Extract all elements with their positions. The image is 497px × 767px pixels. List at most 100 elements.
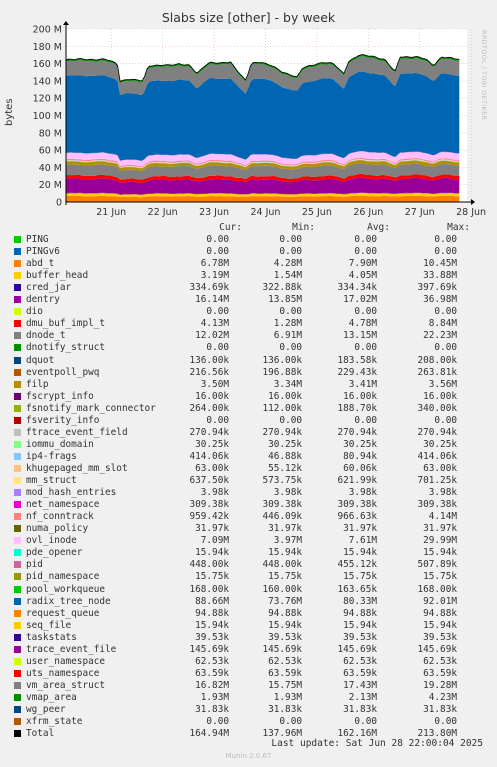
- y-tick-label: 180 M: [33, 42, 62, 53]
- area-abd_t: [66, 195, 460, 202]
- area-dnode_t: [66, 163, 460, 180]
- legend-swatch: [14, 477, 21, 484]
- legend-value-cur: 30.25k: [195, 438, 229, 450]
- legend-value-avg: 4.05M: [348, 270, 377, 282]
- legend-value-min: 160.00k: [262, 583, 302, 595]
- legend-value-cur: 4.13M: [200, 318, 229, 330]
- legend-value-min: 15.94k: [268, 547, 302, 559]
- legend-value-max: 213.80M: [417, 728, 457, 739]
- legend-value-cur: 0.00: [206, 234, 229, 245]
- legend-value-max: 507.89k: [417, 559, 457, 571]
- legend-value-avg: 16.00k: [343, 390, 377, 402]
- legend-value-cur: 31.97k: [195, 523, 229, 535]
- legend-swatch: [14, 706, 21, 713]
- legend-swatch: [14, 681, 21, 689]
- legend-series-name: dnode_t: [26, 330, 66, 342]
- legend-value-cur: 12.02M: [195, 330, 229, 342]
- legend-series-name: filp: [26, 378, 49, 390]
- legend-series-name: radix_tree_node: [26, 595, 111, 607]
- legend-value-max: 414.06k: [417, 450, 457, 462]
- legend-swatch: [14, 308, 21, 316]
- legend-value-cur: 63.00k: [195, 463, 229, 474]
- legend-value-max: 270.94k: [417, 426, 457, 438]
- legend-value-cur: 0.00: [206, 716, 229, 727]
- legend-value-min: 0.00: [279, 342, 302, 354]
- legend-value-min: 31.97k: [268, 523, 302, 535]
- legend-series-name: user_namespace: [26, 655, 106, 667]
- legend-value-cur: 94.88k: [195, 607, 229, 619]
- legend-value-min: 31.83k: [268, 704, 302, 715]
- legend-value-min: 16.00k: [268, 390, 302, 402]
- y-tick-label: 80 M: [39, 128, 62, 139]
- legend-series-name: eventpoll_pwq: [26, 366, 100, 378]
- legend-value-min: 573.75k: [262, 475, 302, 486]
- legend-value-min: 322.88k: [262, 282, 302, 294]
- legend-value-avg: 229.43k: [337, 366, 377, 378]
- legend-value-max: 36.98M: [423, 294, 457, 306]
- legend-series-name: request_queue: [26, 607, 100, 619]
- y-tick-label: 100 M: [33, 111, 62, 122]
- legend-value-min: 0.00: [279, 414, 302, 426]
- y-axis-arrow: [63, 21, 69, 25]
- legend-value-cur: 637.50k: [189, 475, 229, 486]
- legend-value-cur: 959.42k: [189, 511, 229, 523]
- stacked-areas: [65, 54, 460, 202]
- legend-value-cur: 62.53k: [195, 655, 229, 667]
- legend-swatch: [14, 320, 21, 328]
- legend-swatch: [14, 416, 21, 424]
- x-tick-label: 21 Jun: [96, 207, 126, 218]
- y-tick-labels: 0 20 M 40 M 60 M 80 M 100 M 120 M 140 M 160 M 180…: [33, 25, 62, 209]
- legend-value-avg: 13.15M: [343, 330, 377, 342]
- legend-swatch: [14, 621, 21, 629]
- legend-value-cur: 168.00k: [189, 583, 229, 595]
- legend-swatch: [14, 356, 21, 364]
- legend-swatch: [14, 693, 21, 701]
- legend-swatch: [14, 440, 21, 448]
- legend-series-name: cred_jar: [26, 282, 72, 294]
- legend-value-avg: 162.16M: [337, 728, 377, 739]
- x-tick-label: 26 Jun: [353, 207, 383, 218]
- legend-value-cur: 6.78M: [200, 258, 229, 270]
- legend-swatch: [14, 260, 21, 268]
- legend-value-min: 3.34M: [273, 378, 302, 390]
- area-filp: [66, 160, 460, 171]
- legend-value-avg: 621.99k: [337, 475, 377, 486]
- y-tick-label: 160 M: [33, 59, 62, 70]
- legend-value-max: 30.25k: [423, 438, 457, 450]
- legend-swatch: [14, 573, 21, 581]
- legend-swatch: [14, 549, 21, 557]
- total-line: [65, 54, 460, 82]
- legend-value-min: 196.88k: [262, 366, 302, 378]
- legend-value-max: 4.23M: [428, 691, 457, 703]
- legend-value-max: 397.69k: [417, 282, 457, 294]
- legend-value-max: 4.14M: [428, 511, 457, 523]
- legend-value-cur: 448.00k: [189, 559, 229, 571]
- legend-value-cur: 63.59k: [195, 667, 229, 679]
- legend-value-avg: 270.94k: [337, 426, 377, 438]
- legend-value-avg: 7.61M: [348, 535, 377, 547]
- y-tick-label: 120 M: [33, 94, 62, 105]
- legend-value-min: 112.00k: [262, 402, 302, 414]
- legend-series-name: PING: [26, 234, 49, 245]
- legend-value-cur: 264.00k: [189, 402, 229, 414]
- legend-value-max: 15.94k: [423, 547, 457, 559]
- legend-value-avg: 17.02M: [343, 294, 377, 306]
- legend-series-name: iommu_domain: [26, 438, 94, 450]
- legend-value-cur: 88.66M: [195, 595, 229, 607]
- legend-value-min: 4.28M: [273, 258, 302, 270]
- x-tick-label: 22 Jun: [148, 207, 178, 218]
- legend-swatch: [14, 489, 21, 497]
- legend-value-cur: 309.38k: [189, 499, 229, 511]
- legend-value-avg: 31.97k: [343, 523, 377, 535]
- axes: [63, 21, 475, 205]
- legend-value-avg: 94.88k: [343, 607, 377, 619]
- legend-series-name: pde_opener: [26, 547, 83, 559]
- legend-value-max: 63.59k: [423, 667, 457, 679]
- legend-value-cur: 0.00: [206, 306, 229, 318]
- x-tick-label: 28 Jun: [456, 207, 486, 218]
- legend-header-max: Max:: [447, 222, 470, 233]
- y-tick-label: 60 M: [39, 146, 62, 157]
- legend-series-name: dquot: [26, 354, 55, 366]
- legend-series-name: wg_peer: [26, 704, 66, 715]
- legend-series-name: seq_file: [26, 619, 72, 631]
